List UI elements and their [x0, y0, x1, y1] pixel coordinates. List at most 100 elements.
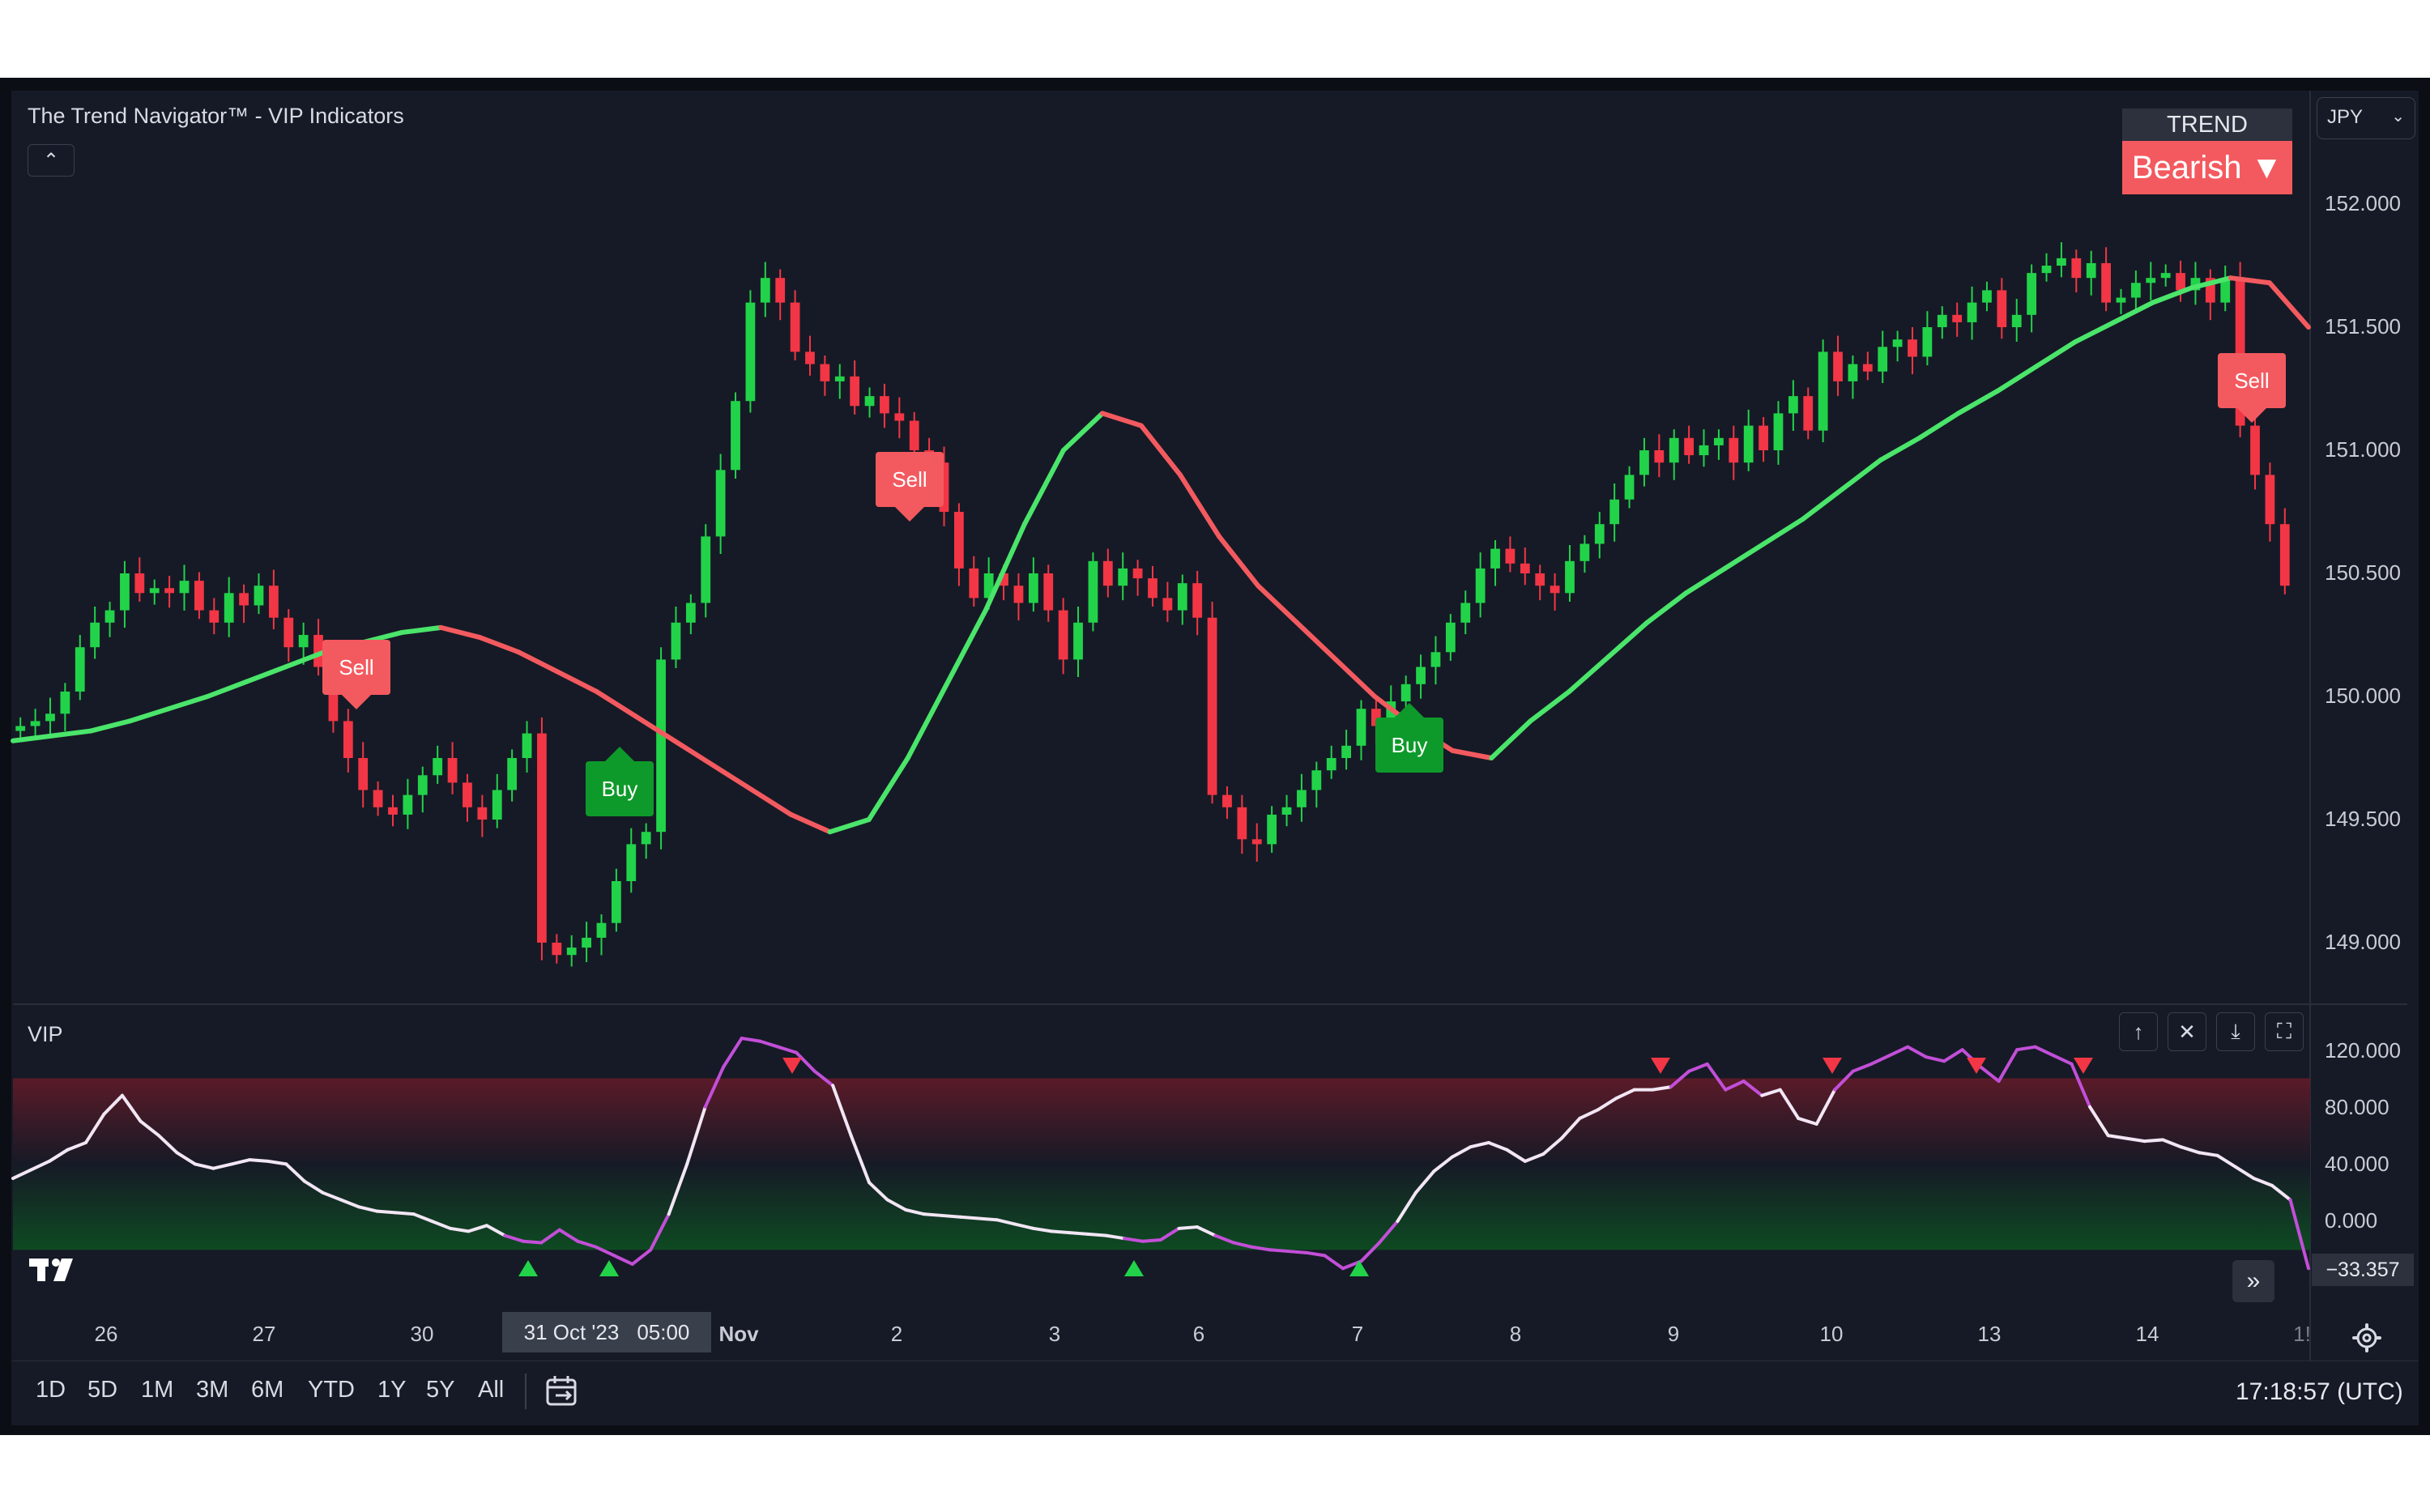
- candle-body: [463, 782, 472, 807]
- vip-line-segment: [885, 1198, 908, 1212]
- candle-body: [1460, 603, 1471, 623]
- vip-line-segment: [193, 1162, 215, 1170]
- trend-value: Bearish ▼: [2122, 141, 2292, 194]
- candle-body: [626, 844, 637, 881]
- vip-line-segment: [922, 1212, 944, 1217]
- vip-line-segment: [1724, 1080, 1746, 1092]
- candle-body: [477, 807, 488, 820]
- vip-buy-marker: [518, 1260, 538, 1276]
- range-button-5d[interactable]: 5D: [87, 1377, 118, 1403]
- trend-line-segment: [1178, 472, 1222, 539]
- range-button-ytd[interactable]: YTD: [308, 1377, 355, 1403]
- buy-signal: Buy: [586, 747, 654, 816]
- range-button-6m[interactable]: 6M: [251, 1377, 284, 1403]
- candle-body: [1759, 425, 1768, 450]
- range-button-1y[interactable]: 1Y: [377, 1377, 407, 1403]
- vip-line-segment: [1942, 1048, 1964, 1063]
- candle-body: [954, 512, 964, 569]
- vip-line-segment: [649, 1212, 671, 1252]
- candle-body: [2011, 314, 2022, 327]
- vip-line-segment: [484, 1224, 507, 1237]
- signal-box: [586, 761, 654, 816]
- trend-line-segment: [1567, 654, 1611, 694]
- candle-body: [1967, 302, 1977, 322]
- candle-body: [1818, 351, 1828, 431]
- candle-body: [1952, 314, 1963, 322]
- tradingview-logo-icon[interactable]: [29, 1255, 83, 1284]
- vip-line-segment: [1250, 1245, 1272, 1252]
- vip-line-segment: [229, 1158, 252, 1166]
- candle-body: [1982, 290, 1992, 303]
- vip-line-segment: [2198, 1151, 2219, 1157]
- settings-icon[interactable]: [2351, 1322, 2383, 1354]
- date-tick: 8: [1509, 1322, 1522, 1346]
- candle-body: [522, 733, 532, 758]
- range-button-all[interactable]: All: [478, 1377, 505, 1403]
- candle-body: [1013, 586, 1024, 603]
- trend-line-segment: [1644, 590, 1689, 625]
- collapse-pane-button[interactable]: ⤓: [2216, 1012, 2255, 1051]
- candle-body: [2205, 278, 2215, 303]
- calendar-icon[interactable]: [544, 1374, 580, 1409]
- signal-pointer: [2237, 408, 2266, 423]
- currency-select[interactable]: JPY ⌄: [2317, 97, 2415, 139]
- trend-line-segment: [1605, 620, 1650, 660]
- trend-line-segment: [827, 817, 872, 835]
- candle-body: [239, 593, 249, 606]
- vip-line-segment: [2252, 1177, 2274, 1187]
- vip-line-segment: [576, 1239, 598, 1249]
- collapse-button[interactable]: ⌃: [28, 144, 75, 177]
- vip-line-segment: [1797, 1116, 1818, 1126]
- maximize-icon: ⛶: [2276, 1019, 2292, 1043]
- vip-line-segment: [521, 1239, 544, 1245]
- trend-line-segment: [88, 718, 133, 734]
- candle-body: [1550, 586, 1560, 594]
- vip-line-segment: [467, 1224, 488, 1233]
- range-button-1d[interactable]: 1D: [36, 1377, 66, 1403]
- signal-pointer: [342, 695, 371, 709]
- trend-line-segment: [1294, 620, 1339, 662]
- signal-text: Sell: [2234, 368, 2269, 393]
- trend-line-segment: [905, 681, 949, 760]
- candle-body: [1580, 543, 1590, 561]
- trend-line-segment: [11, 733, 55, 743]
- vip-tick: 0.000: [2325, 1208, 2378, 1233]
- vip-line-segment: [2052, 1054, 2074, 1066]
- candle-body: [850, 376, 860, 407]
- vip-line-segment: [175, 1151, 197, 1166]
- candle-body: [1565, 560, 1575, 594]
- range-button-3m[interactable]: 3M: [196, 1377, 229, 1403]
- trend-line-segment: [1800, 487, 1844, 522]
- trend-header: TREND: [2122, 109, 2292, 141]
- vip-line-segment: [2161, 1138, 2183, 1149]
- signal-box: [322, 640, 390, 695]
- candle-body: [909, 420, 919, 450]
- move-up-button[interactable]: ↑: [2119, 1012, 2158, 1051]
- vip-line-segment: [411, 1212, 434, 1223]
- maximize-pane-button[interactable]: ⛶: [2265, 1012, 2304, 1051]
- candle-body: [1386, 701, 1396, 726]
- candle-body: [1773, 413, 1784, 450]
- trend-line-segment: [1683, 565, 1728, 596]
- vip-line-segment: [685, 1105, 707, 1166]
- currency-value: JPY: [2327, 106, 2364, 128]
- scroll-to-realtime-button[interactable]: »: [2232, 1260, 2274, 1302]
- vip-line-segment: [2179, 1145, 2202, 1155]
- candle-body: [2071, 258, 2082, 279]
- vip-line-segment: [339, 1198, 361, 1209]
- candle-body: [1833, 351, 1843, 381]
- candle-body: [552, 943, 562, 956]
- candle-body: [745, 302, 756, 402]
- range-button-5y[interactable]: 5Y: [426, 1377, 455, 1403]
- vip-line-segment: [284, 1162, 306, 1183]
- candle-body: [1311, 770, 1322, 790]
- trend-line-segment: [2072, 319, 2117, 345]
- vip-line-segment: [630, 1248, 653, 1266]
- vip-line-segment: [2070, 1062, 2092, 1109]
- remove-pane-button[interactable]: ✕: [2168, 1012, 2206, 1051]
- range-button-1m[interactable]: 1M: [141, 1377, 174, 1403]
- date-tick: 1!: [2293, 1322, 2311, 1346]
- candle-body: [1594, 524, 1605, 544]
- candle-body: [1237, 807, 1247, 840]
